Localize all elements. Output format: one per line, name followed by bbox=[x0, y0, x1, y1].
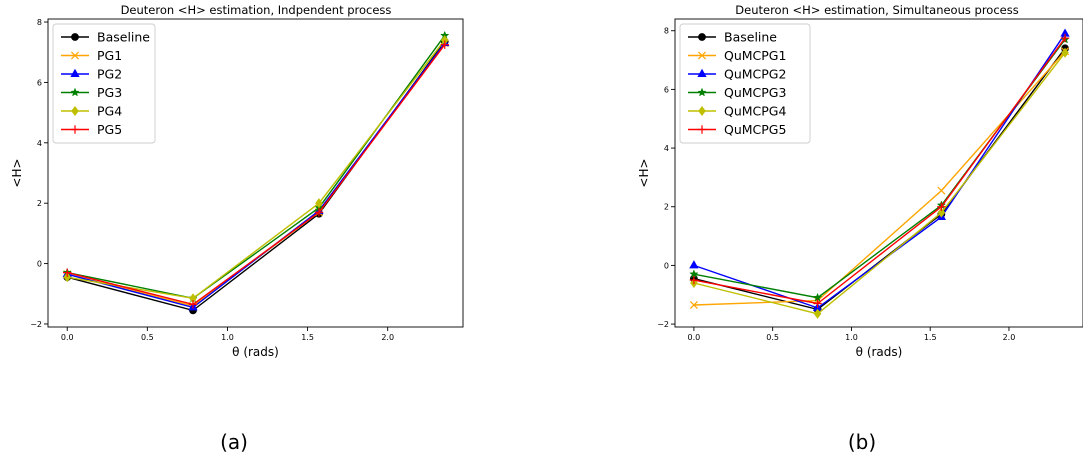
data-point bbox=[63, 268, 72, 277]
legend-label: Baseline bbox=[724, 30, 777, 45]
y-axis-label: <H> bbox=[10, 158, 24, 187]
x-tick-label: 1.0 bbox=[221, 333, 234, 342]
x-axis-label: θ (rads) bbox=[232, 345, 279, 359]
data-point bbox=[1061, 47, 1069, 58]
legend: Baseline QuMCPG1 QuMCPG2 QuMCPG3 QuMCPG4 QuMC… bbox=[679, 23, 811, 144]
legend-label: Baseline bbox=[97, 30, 150, 45]
data-point bbox=[937, 207, 946, 218]
x-tick-label: 0.5 bbox=[141, 333, 154, 342]
y-axis-label: <H> bbox=[637, 158, 651, 187]
legend-label: QuMCPG5 bbox=[724, 122, 786, 137]
legend-marker bbox=[698, 33, 706, 41]
y-tick-label: 2 bbox=[664, 203, 669, 212]
data-point bbox=[63, 272, 72, 283]
series-line bbox=[67, 44, 446, 306]
data-point bbox=[813, 299, 822, 308]
series-line bbox=[693, 52, 1066, 315]
series-qumcpg5 bbox=[689, 33, 1070, 308]
legend-marker bbox=[697, 87, 707, 97]
legend-label: PG1 bbox=[97, 48, 122, 63]
series-line bbox=[693, 50, 1066, 306]
x-tick-label: 0.0 bbox=[61, 333, 74, 342]
legend-label: QuMCPG3 bbox=[724, 85, 786, 100]
data-point bbox=[1060, 33, 1070, 43]
x-tick-label: 2.0 bbox=[1003, 333, 1016, 342]
y-tick-label: 0 bbox=[664, 261, 669, 270]
x-axis-label: θ (rads) bbox=[856, 345, 903, 359]
legend-marker bbox=[70, 51, 80, 60]
legend-marker bbox=[71, 33, 79, 41]
legend-marker bbox=[70, 125, 80, 134]
series-pg4 bbox=[63, 35, 449, 304]
legend-label: PG2 bbox=[97, 67, 122, 82]
data-point bbox=[689, 260, 699, 269]
x-tick-label: 0.5 bbox=[766, 333, 779, 342]
chart-a: Deuteron <H> estimation, Indpendent proc… bbox=[10, 3, 464, 454]
legend-marker bbox=[697, 51, 707, 60]
figure-caption: (a) bbox=[220, 430, 248, 454]
plot-frame bbox=[674, 18, 1083, 328]
legend-label: QuMCPG4 bbox=[724, 104, 786, 119]
chart-b: Deuteron <H> estimation, Simultaneous pr… bbox=[637, 3, 1083, 454]
legend-label: PG4 bbox=[97, 104, 122, 119]
legend-label: QuMCPG2 bbox=[724, 67, 786, 82]
legend-label: PG5 bbox=[97, 122, 122, 137]
series-pg5 bbox=[63, 40, 449, 309]
x-tick-label: 1.0 bbox=[845, 333, 858, 342]
legend-marker bbox=[697, 68, 707, 78]
x-tick-label: 1.5 bbox=[301, 333, 314, 342]
y-tick-label: 0 bbox=[37, 260, 42, 269]
legend-marker bbox=[697, 125, 707, 134]
y-tick-label: 8 bbox=[664, 27, 669, 36]
y-tick-label: 2 bbox=[37, 199, 42, 208]
plot-frame bbox=[47, 18, 464, 328]
chart-title: Deuteron <H> estimation, Simultaneous pr… bbox=[735, 3, 1018, 17]
legend-label: QuMCPG1 bbox=[724, 48, 786, 63]
y-tick-label: 4 bbox=[664, 144, 669, 153]
y-tick-label: 6 bbox=[37, 78, 42, 87]
data-point bbox=[937, 202, 946, 211]
x-tick-label: 1.5 bbox=[924, 333, 937, 342]
figure-caption: (b) bbox=[848, 430, 876, 454]
series-line bbox=[67, 39, 446, 300]
legend-marker bbox=[698, 105, 706, 117]
data-point bbox=[689, 300, 698, 310]
legend-label: PG3 bbox=[97, 85, 122, 100]
legend-marker bbox=[70, 87, 80, 97]
y-tick-label: −2 bbox=[30, 320, 42, 329]
data-point bbox=[188, 300, 198, 309]
legend-box bbox=[679, 23, 811, 144]
x-tick-label: 0.0 bbox=[688, 333, 701, 342]
data-point bbox=[314, 208, 324, 217]
y-tick-label: −2 bbox=[657, 320, 669, 329]
x-tick-label: 2.0 bbox=[381, 333, 394, 342]
chart-title: Deuteron <H> estimation, Indpendent proc… bbox=[121, 3, 392, 17]
series-line bbox=[693, 37, 1066, 305]
legend-box bbox=[52, 23, 156, 144]
legend-marker bbox=[71, 105, 79, 117]
data-point bbox=[315, 198, 323, 209]
y-tick-label: 6 bbox=[664, 85, 669, 94]
data-point bbox=[689, 275, 699, 285]
data-point bbox=[937, 186, 946, 195]
y-tick-label: 8 bbox=[37, 18, 42, 27]
legend: Baseline PG1 PG2 PG3 PG4 PG5 bbox=[52, 23, 156, 144]
y-tick-label: 4 bbox=[37, 139, 42, 148]
data-point bbox=[813, 308, 822, 319]
data-point bbox=[440, 40, 449, 49]
legend-marker bbox=[70, 68, 80, 78]
